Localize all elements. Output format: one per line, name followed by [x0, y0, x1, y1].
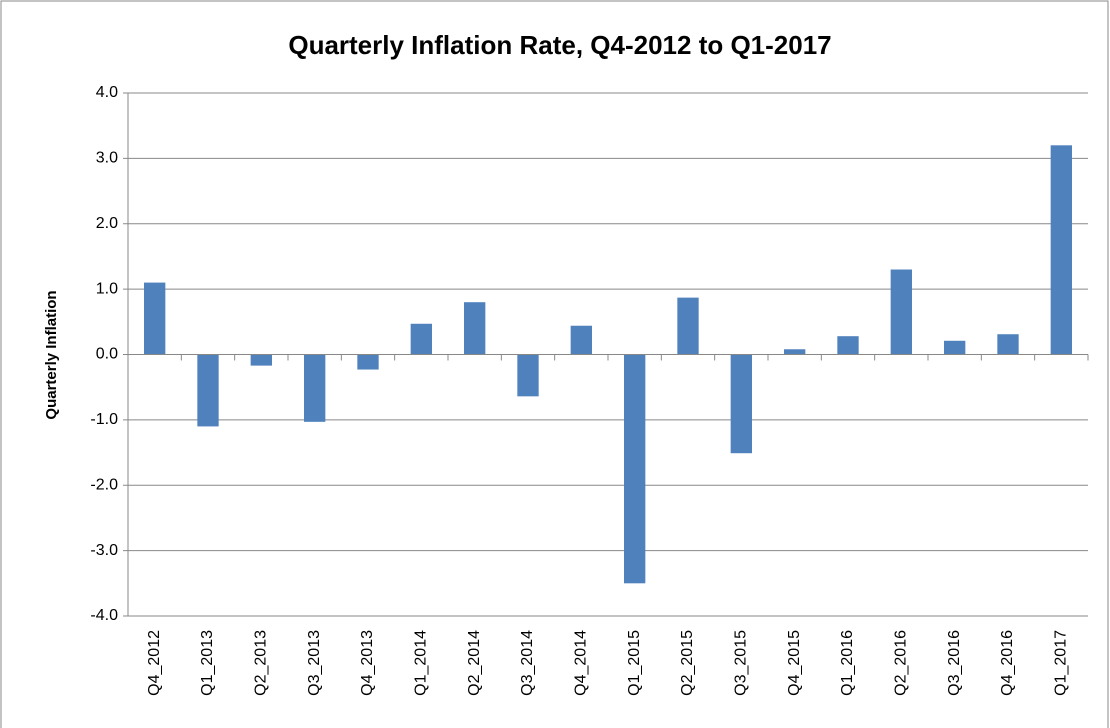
y-tick-label: 0.0: [96, 346, 118, 363]
bar: [677, 297, 699, 355]
bar: [837, 336, 859, 355]
bar: [944, 340, 966, 355]
chart-title: Quarterly Inflation Rate, Q4-2012 to Q1-…: [288, 30, 831, 60]
bar: [144, 282, 166, 355]
bar: [890, 269, 912, 355]
bar: [997, 334, 1019, 355]
x-tick-label: Q3_2016: [946, 630, 963, 696]
x-tick-label: Q2_2015: [679, 630, 696, 696]
x-tick-label: Q2_2013: [253, 630, 270, 696]
bar: [304, 354, 326, 422]
bar: [730, 354, 752, 454]
bar: [570, 325, 592, 355]
bar: [517, 354, 539, 397]
x-tick-label: Q4_2012: [146, 630, 163, 696]
x-tick-label: Q1_2017: [1053, 630, 1070, 696]
y-tick-label: -3.0: [90, 542, 118, 559]
y-tick-label: -1.0: [90, 411, 118, 428]
bar: [410, 323, 432, 355]
x-tick-label: Q4_2014: [573, 630, 590, 696]
x-tick-label: Q3_2013: [306, 630, 323, 696]
x-tick-label: Q1_2016: [839, 630, 856, 696]
x-tick-label: Q3_2014: [519, 630, 536, 696]
y-tick-label: 2.0: [96, 215, 118, 232]
y-axis-label: Quarterly Inflation: [43, 290, 60, 419]
x-tick-label: Q2_2014: [466, 630, 483, 696]
bar: [250, 354, 272, 366]
x-tick-label: Q3_2015: [733, 630, 750, 696]
bar: [464, 302, 486, 355]
x-tick-label: Q4_2016: [999, 630, 1016, 696]
x-tick-label: Q1_2014: [413, 630, 430, 696]
bar: [197, 354, 219, 427]
y-tick-label: 3.0: [96, 150, 118, 167]
bar: [624, 354, 646, 584]
x-tick-label: Q4_2013: [359, 630, 376, 696]
x-tick-label: Q1_2013: [199, 630, 216, 696]
y-tick-label: -4.0: [90, 607, 118, 624]
bar: [1050, 145, 1072, 355]
bar: [357, 354, 379, 370]
y-tick-label: -2.0: [90, 476, 118, 493]
x-tick-label: Q4_2015: [786, 630, 803, 696]
x-tick-label: Q2_2016: [893, 630, 910, 696]
x-tick-label: Q1_2015: [626, 630, 643, 696]
bar: [784, 349, 806, 355]
y-tick-label: 1.0: [96, 280, 118, 297]
y-tick-label: 4.0: [96, 84, 118, 101]
